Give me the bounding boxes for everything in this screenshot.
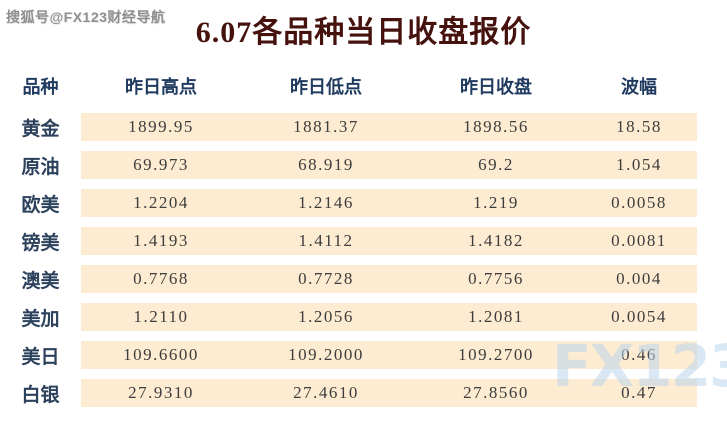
row-band: 0.7768 0.7728 0.7756 0.004: [81, 265, 697, 293]
range-cell: 0.004: [616, 269, 662, 288]
table-row: 原油 69.973 68.919 69.2 1.054: [0, 151, 727, 179]
prev-close-cell: 109.2700: [458, 345, 534, 364]
prev-low-cell: 1881.37: [293, 117, 359, 136]
range-cell: 0.0054: [611, 307, 667, 326]
range-cell: 1.054: [616, 155, 662, 174]
prev-high-cell: 1899.95: [128, 117, 194, 136]
column-header-prev-high: 昨日高点: [125, 77, 197, 97]
row-band: 109.6600 109.2000 109.2700 0.46: [81, 341, 697, 369]
table-row: 澳美 0.7768 0.7728 0.7756 0.004: [0, 265, 727, 293]
page-title: 6.07各品种当日收盘报价: [195, 16, 532, 49]
prev-high-cell: 109.6600: [123, 345, 199, 364]
row-band: 1.2204 1.2146 1.219 0.0058: [81, 189, 697, 217]
row-band: 1899.95 1881.37 1898.56 18.58: [81, 113, 697, 141]
prev-low-cell: 27.4610: [293, 383, 359, 402]
row-band: 1.4193 1.4112 1.4182 0.0081: [81, 227, 697, 255]
prev-low-cell: 1.2146: [298, 193, 354, 212]
prev-high-cell: 1.2204: [133, 193, 189, 212]
quotes-table: 品种 昨日高点 昨日低点 昨日收盘 波幅 黄金 1899.95 1881.37 …: [0, 72, 727, 407]
table-row: 美日 109.6600 109.2000 109.2700 0.46: [0, 341, 727, 369]
table-row: 镑美 1.4193 1.4112 1.4182 0.0081: [0, 227, 727, 255]
range-cell: 18.58: [616, 117, 662, 136]
instrument-label: 白银: [21, 384, 60, 406]
row-band: 69.973 68.919 69.2 1.054: [81, 151, 697, 179]
instrument-label: 镑美: [21, 232, 60, 254]
column-header-instrument: 品种: [22, 77, 59, 97]
prev-close-cell: 27.8560: [463, 383, 529, 402]
prev-low-cell: 68.919: [298, 155, 354, 174]
column-header-range: 波幅: [621, 77, 657, 97]
column-header-prev-close: 昨日收盘: [460, 77, 532, 97]
range-cell: 0.0081: [611, 231, 667, 250]
prev-close-cell: 1.219: [473, 193, 519, 212]
prev-high-cell: 0.7768: [133, 269, 189, 288]
range-cell: 0.46: [621, 345, 657, 364]
table-row: 黄金 1899.95 1881.37 1898.56 18.58: [0, 113, 727, 141]
prev-low-cell: 1.4112: [298, 231, 354, 250]
instrument-label: 黄金: [21, 118, 60, 140]
table-row: 美加 1.2110 1.2056 1.2081 0.0054: [0, 303, 727, 331]
table-header-row: 品种 昨日高点 昨日低点 昨日收盘 波幅: [0, 72, 727, 100]
prev-close-cell: 1898.56: [463, 117, 529, 136]
prev-high-cell: 1.2110: [133, 307, 189, 326]
souhu-account-watermark: 搜狐号@FX123财经导航: [6, 9, 166, 25]
prev-close-cell: 0.7756: [468, 269, 524, 288]
row-band: 1.2110 1.2056 1.2081 0.0054: [81, 303, 697, 331]
prev-close-cell: 69.2: [478, 155, 514, 174]
prev-high-cell: 1.4193: [133, 231, 189, 250]
prev-close-cell: 1.4182: [468, 231, 524, 250]
prev-close-cell: 1.2081: [468, 307, 524, 326]
table-row: 欧美 1.2204 1.2146 1.219 0.0058: [0, 189, 727, 217]
instrument-label: 美日: [21, 346, 60, 368]
header-band: 昨日高点 昨日低点 昨日收盘 波幅: [81, 72, 697, 100]
prev-low-cell: 0.7728: [298, 269, 354, 288]
range-cell: 0.0058: [611, 193, 667, 212]
prev-low-cell: 1.2056: [298, 307, 354, 326]
table-body: 黄金 1899.95 1881.37 1898.56 18.58 原油 69.9…: [0, 113, 727, 407]
row-band: 27.9310 27.4610 27.8560 0.47: [81, 379, 697, 407]
prev-low-cell: 109.2000: [288, 345, 364, 364]
instrument-label: 欧美: [21, 194, 60, 216]
column-header-prev-low: 昨日低点: [290, 77, 362, 97]
instrument-label: 澳美: [21, 270, 60, 292]
range-cell: 0.47: [621, 383, 657, 402]
prev-high-cell: 69.973: [133, 155, 189, 174]
table-row: 白银 27.9310 27.4610 27.8560 0.47: [0, 379, 727, 407]
instrument-label: 原油: [21, 156, 60, 178]
instrument-label: 美加: [21, 308, 60, 330]
prev-high-cell: 27.9310: [128, 383, 194, 402]
